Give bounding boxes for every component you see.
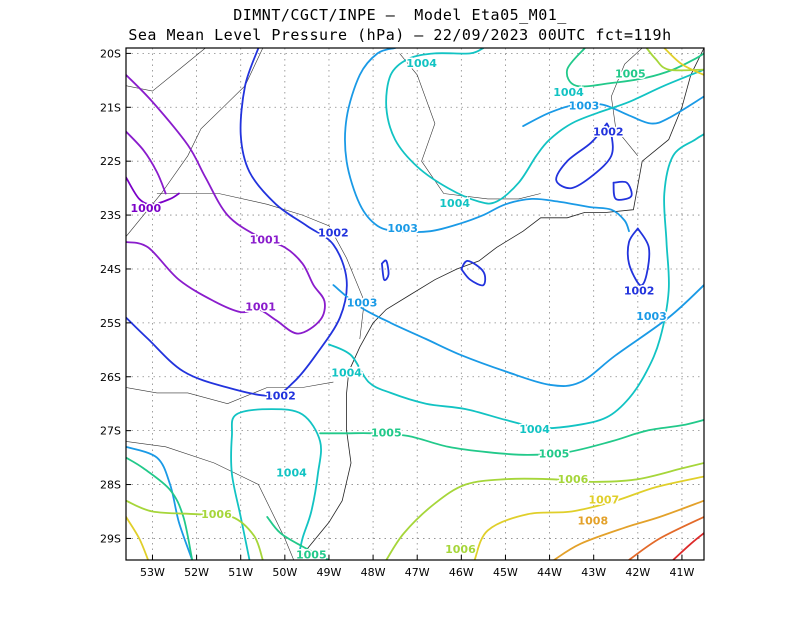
- isobar-label: 1005: [615, 67, 646, 80]
- map-frame: [125, 47, 705, 561]
- isobar-1006: [385, 462, 704, 560]
- isobar-1007: [663, 48, 704, 76]
- state-border: [399, 53, 541, 200]
- isobar-1005: [126, 456, 194, 560]
- state-border: [126, 48, 206, 92]
- isobar-label: 1002: [624, 285, 655, 298]
- isobar-label: 1006: [558, 473, 589, 486]
- isobar-1007: [126, 516, 149, 560]
- isobar-1007: [473, 475, 704, 560]
- isobar-1000: [126, 176, 180, 206]
- lon-tick-label: 52W: [184, 566, 209, 579]
- isobar-label: 1004: [519, 423, 550, 436]
- state-border: [126, 48, 264, 237]
- isobar-label: 1005: [539, 447, 570, 460]
- isobar-label: 1005: [296, 549, 327, 562]
- isobar-1002: [381, 259, 390, 282]
- latitude-axis: 20S 21S 22S 23S 24S 25S 26S 27S 28S 29S: [100, 47, 131, 545]
- lon-tick-label: 53W: [140, 566, 165, 579]
- lat-tick-label: 24S: [100, 263, 121, 276]
- isobar-labels: 1000 1001 1001 1002 1002 1002 1002 1003 1003 1003…: [129, 56, 668, 564]
- state-border: [610, 48, 643, 156]
- chart-subtitle: Sea Mean Level Pressure (hPa) — 22/09/20…: [128, 26, 672, 44]
- isobar-label: 1000: [131, 202, 162, 215]
- isobar-label: 1002: [265, 390, 296, 403]
- state-border: [126, 381, 334, 405]
- lon-tick-label: 44W: [537, 566, 562, 579]
- isobar-label: 1004: [276, 467, 307, 480]
- chart-title: DIMNT/CGCT/INPE — Model Eta05_M01_: [233, 6, 567, 24]
- lon-tick-label: 49W: [317, 566, 342, 579]
- isobar-1005: [565, 48, 704, 88]
- lat-tick-label: 25S: [100, 317, 121, 330]
- lon-tick-label: 42W: [625, 566, 650, 579]
- lon-tick-label: 50W: [272, 566, 297, 579]
- isobar-1005: [319, 419, 704, 456]
- isobar-1006: [645, 48, 704, 72]
- isobar-1001: [126, 130, 167, 195]
- lat-tick-label: 29S: [100, 532, 121, 545]
- isobar-label: 1006: [445, 543, 476, 556]
- isobar-label: 1001: [245, 301, 276, 314]
- isobar-1002: [555, 122, 614, 190]
- lat-tick-label: 26S: [100, 371, 121, 384]
- isobar-1008: [553, 499, 704, 560]
- isobar-1004: [328, 133, 704, 430]
- isobar-label: 1004: [406, 57, 437, 70]
- lon-tick-label: 41W: [670, 566, 695, 579]
- isobar-1004: [385, 48, 704, 205]
- lat-tick-label: 28S: [100, 479, 121, 492]
- lat-tick-label: 22S: [100, 155, 121, 168]
- isobar-label: 1003: [387, 222, 418, 235]
- isobar-1002: [612, 180, 633, 201]
- longitude-axis: 53W 52W 51W 50W 49W 48W 47W 46W 45W 44W 43W 42W 41W: [140, 555, 694, 579]
- isobar-label: 1004: [331, 366, 362, 379]
- isobar-1005: [266, 516, 330, 560]
- state-border: [156, 193, 365, 340]
- isobar-1002: [460, 260, 487, 287]
- state-border: [126, 441, 294, 560]
- isobar-1003: [126, 445, 194, 560]
- isobar-label: 1008: [577, 515, 608, 528]
- isobar-label: 1004: [439, 197, 470, 210]
- lon-tick-label: 48W: [361, 566, 386, 579]
- isobar-label: 1002: [593, 126, 624, 139]
- isobar-1002: [126, 48, 348, 397]
- isobar-label: 1003: [347, 296, 378, 309]
- isobar-label: 1006: [201, 508, 232, 521]
- lat-tick-label: 20S: [100, 47, 121, 60]
- lon-tick-label: 45W: [493, 566, 518, 579]
- isobar-label: 1001: [250, 233, 281, 246]
- lon-tick-label: 51W: [228, 566, 253, 579]
- lon-tick-label: 43W: [581, 566, 606, 579]
- isobar-label: 1004: [553, 86, 584, 99]
- isobar-label: 1007: [589, 494, 620, 507]
- coastline: [297, 48, 704, 560]
- isobar-1009: [628, 516, 704, 560]
- isobar-1006: [126, 499, 264, 560]
- lat-tick-label: 27S: [100, 425, 121, 438]
- isobar-label: 1002: [318, 226, 349, 239]
- isobar-1004: [230, 408, 322, 560]
- isobar-1001: [126, 74, 326, 335]
- isobar-1003: [332, 284, 704, 387]
- isobar-1010: [672, 532, 704, 560]
- isobar-1002: [626, 227, 651, 287]
- isobar-label: 1003: [569, 100, 600, 113]
- isobar-label: 1005: [371, 426, 402, 439]
- lon-tick-label: 46W: [449, 566, 474, 579]
- lat-tick-label: 23S: [100, 209, 121, 222]
- isobar-1003: [344, 48, 630, 233]
- isobar-1003: [522, 95, 704, 127]
- isobar-contours: [126, 48, 704, 560]
- lon-tick-label: 47W: [405, 566, 430, 579]
- lat-tick-label: 21S: [100, 101, 121, 114]
- isobar-label: 1003: [636, 310, 667, 323]
